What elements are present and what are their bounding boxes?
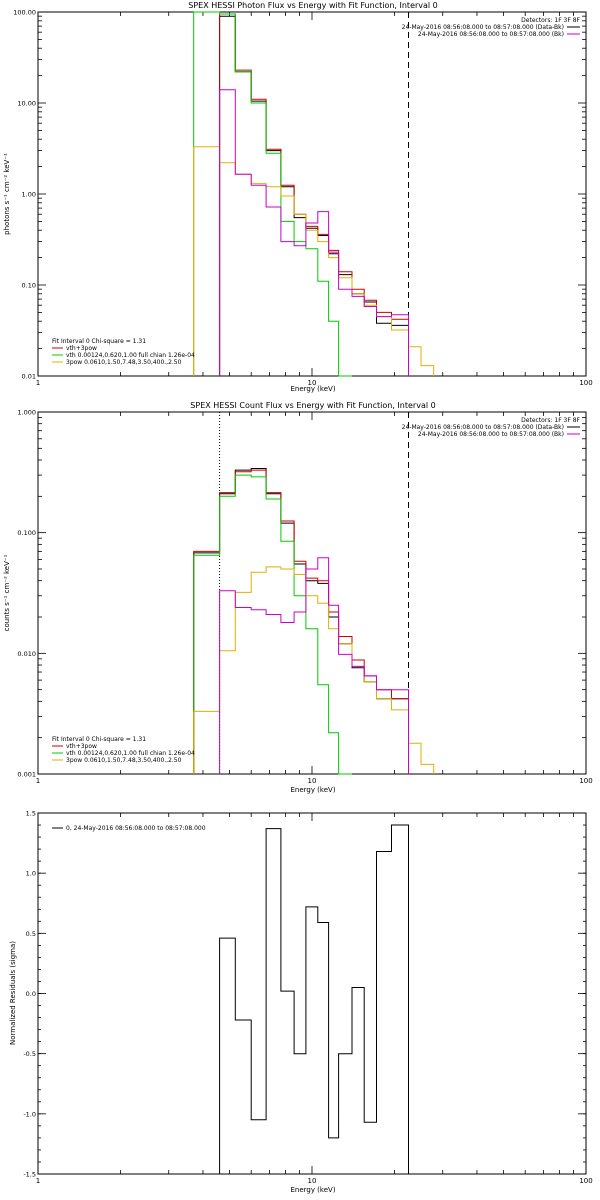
series-bk-line xyxy=(219,557,409,774)
x-tick-label: 10 xyxy=(308,379,317,387)
photon-flux-time-bk: 24-May-2016 08:56:08.000 to 08:57:08.000… xyxy=(418,31,564,38)
y-tick-label: 1.5 xyxy=(26,810,36,818)
x-tick-label: 100 xyxy=(579,1177,592,1185)
count-flux-time-data: 24-May-2016 08:56:08.000 to 08:57:08.000… xyxy=(402,424,564,431)
photon-flux-ylabel: photons s⁻¹ cm⁻² keV⁻¹ xyxy=(3,153,11,235)
count-flux-panel: SPEX HESSI Count Flux vs Energy with Fit… xyxy=(3,401,593,794)
photon-flux-detectors: Detectors: 1F 3F 8F xyxy=(521,17,580,24)
x-tick-label: 100 xyxy=(579,379,592,387)
y-tick-label: 0.010 xyxy=(17,650,36,658)
residuals-axes: 1 10 100 -1.5 -1.0 -0.5 0.0 0.5 1.0 1.5 xyxy=(23,810,592,1186)
count-flux-detectors: Detectors: 1F 3F 8F xyxy=(521,417,580,424)
y-tick-label: 1.00 xyxy=(22,191,36,199)
series-vth-line xyxy=(193,474,352,775)
y-tick-label: -1.0 xyxy=(23,1110,36,1118)
count-flux-fit-legend: Fit Interval 0 Chi-square = 1.31 vth+3po… xyxy=(52,736,195,764)
y-tick-label: 1.000 xyxy=(17,409,36,417)
x-tick-label: 10 xyxy=(308,777,317,785)
photon-flux-series xyxy=(193,11,435,377)
photon-flux-legend-vth: vth 0.00124,0.620,1.00 full chian 1.26e-… xyxy=(66,352,195,359)
series-3pow-line xyxy=(193,566,435,774)
x-tick-label: 100 xyxy=(579,777,592,785)
count-flux-series xyxy=(193,468,435,775)
count-flux-axes: 1 10 100 0.001 0.010 0.100 1.000 xyxy=(17,409,592,786)
count-flux-info: Detectors: 1F 3F 8F 24-May-2016 08:56:08… xyxy=(402,417,581,438)
residuals-legend-label: 0, 24-May-2016 08:56:08.000 to 08:57:08.… xyxy=(66,825,206,832)
photon-flux-axes: 1 10 100 0.01 0.10 1.00 10.00 100.00 xyxy=(13,9,592,388)
photon-flux-legend-3pow: 3pow 0.0610,1.50,7.48,3.50,400.,2.50 xyxy=(66,359,182,366)
count-flux-xlabel: Energy (keV) xyxy=(290,786,335,794)
residuals-panel: 1 10 100 -1.5 -1.0 -0.5 0.0 0.5 1.0 1.5 Normalize… xyxy=(9,810,593,1195)
residuals-legend: 0, 24-May-2016 08:56:08.000 to 08:57:08.… xyxy=(52,825,206,832)
series-0-24-may-2016-08-56-08-000-to-08-57-08-000-line xyxy=(219,824,409,1174)
x-tick-label: 1 xyxy=(36,777,40,785)
photon-flux-time-data: 24-May-2016 08:56:08.000 to 08:57:08.000… xyxy=(402,24,564,31)
count-flux-legend-total: vth+3pow xyxy=(66,743,97,750)
y-tick-label: 10.00 xyxy=(17,100,36,108)
photon-flux-legend-total: vth+3pow xyxy=(66,345,97,352)
count-flux-legend-3pow: 3pow 0.0610,1.50,7.48,3.50,400.,2.50 xyxy=(66,757,182,764)
x-tick-label: 1 xyxy=(36,379,40,387)
photon-flux-panel: SPEX HESSI Photon Flux vs Energy with Fi… xyxy=(3,1,593,393)
count-flux-time-bk: 24-May-2016 08:56:08.000 to 08:57:08.000… xyxy=(418,431,564,438)
y-tick-label: 0.0 xyxy=(26,990,36,998)
photon-flux-info: Detectors: 1F 3F 8F 24-May-2016 08:56:08… xyxy=(402,17,581,38)
y-tick-label: 0.001 xyxy=(17,771,36,779)
y-tick-label: 100.00 xyxy=(13,9,36,17)
residuals-series xyxy=(219,824,409,1174)
count-flux-legend-vth: vth 0.00124,0.620,1.00 full chian 1.26e-… xyxy=(66,750,195,757)
y-tick-label: 0.5 xyxy=(26,930,36,938)
y-tick-label: 0.100 xyxy=(17,529,36,537)
y-tick-label: 0.10 xyxy=(22,282,36,290)
count-flux-ylabel: counts s⁻¹ cm⁻² keV⁻¹ xyxy=(3,554,11,631)
residuals-xlabel: Energy (keV) xyxy=(290,1186,335,1194)
y-tick-label: 1.0 xyxy=(26,870,36,878)
photon-flux-xlabel: Energy (keV) xyxy=(290,385,335,393)
y-tick-label: 0.01 xyxy=(22,373,36,381)
count-flux-title: SPEX HESSI Count Flux vs Energy with Fit… xyxy=(190,401,435,410)
count-flux-fit-interval: Fit Interval 0 Chi-square = 1.31 xyxy=(52,736,146,743)
series-bk-line xyxy=(219,89,409,376)
photon-flux-fit-legend: Fit Interval 0 Chi-square = 1.31 vth+3po… xyxy=(52,338,195,366)
x-tick-label: 10 xyxy=(308,1177,317,1185)
photon-flux-fit-interval: Fit Interval 0 Chi-square = 1.31 xyxy=(52,338,146,345)
y-tick-label: -1.5 xyxy=(23,1171,36,1179)
y-tick-label: -0.5 xyxy=(23,1050,36,1058)
residuals-ylabel: Normalized Residuals (sigma) xyxy=(9,941,17,1045)
x-tick-label: 1 xyxy=(36,1177,40,1185)
photon-flux-title: SPEX HESSI Photon Flux vs Energy with Fi… xyxy=(188,1,438,10)
